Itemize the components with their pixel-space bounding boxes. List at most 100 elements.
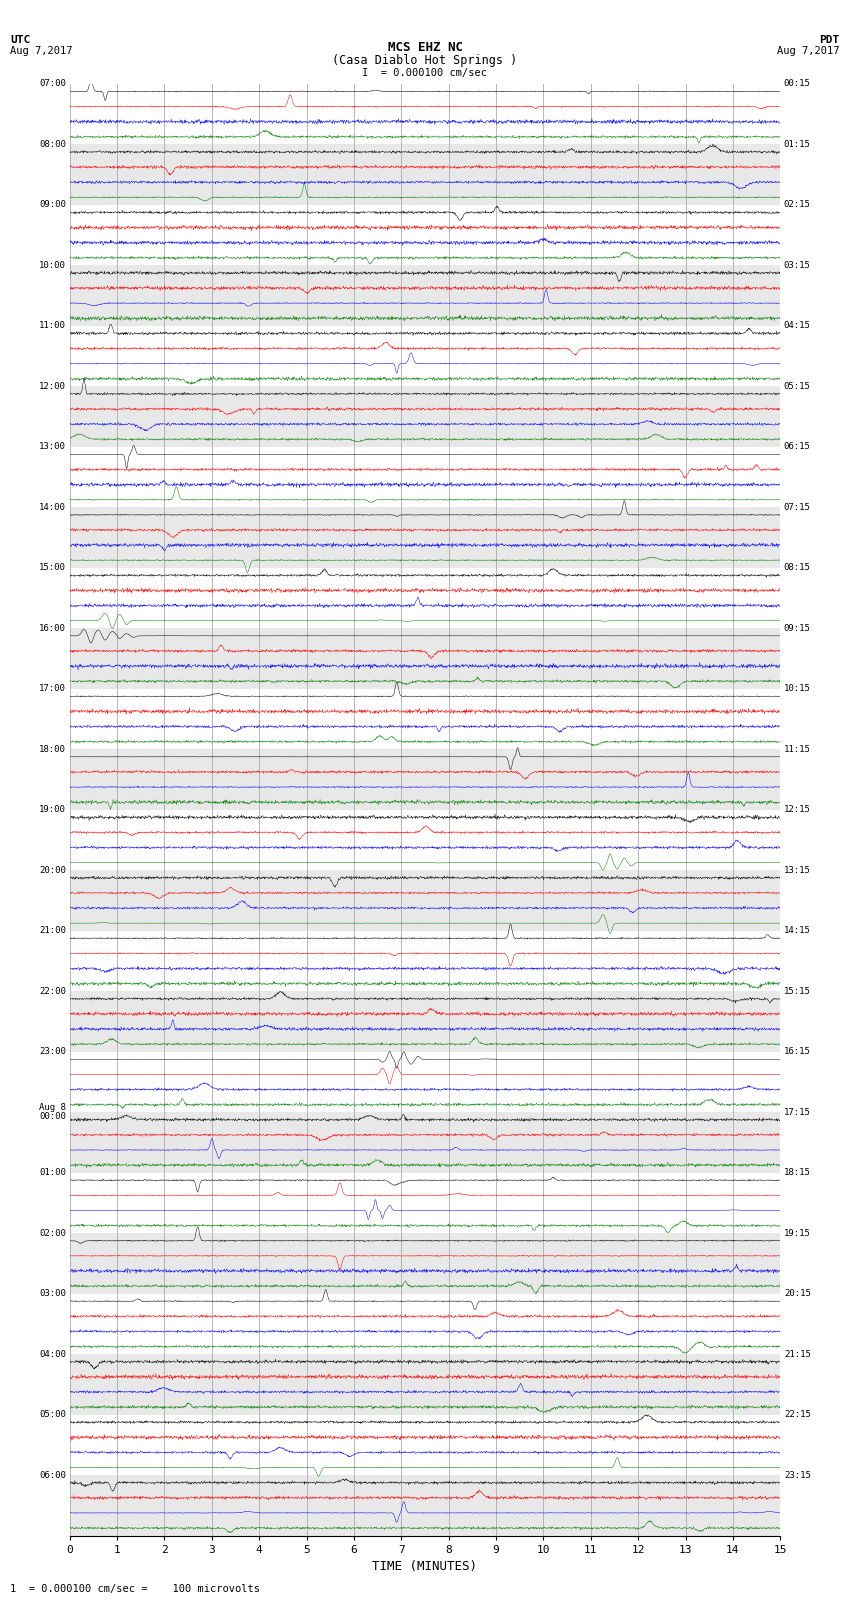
Bar xyxy=(70,1429,780,1445)
Text: 16:00: 16:00 xyxy=(39,624,66,632)
Bar xyxy=(70,129,780,145)
Bar xyxy=(70,326,780,340)
Bar xyxy=(70,1203,780,1218)
Bar xyxy=(70,568,780,582)
Text: 20:00: 20:00 xyxy=(39,866,66,874)
Text: 01:00: 01:00 xyxy=(39,1168,66,1177)
Bar xyxy=(70,1355,780,1369)
Text: 14:15: 14:15 xyxy=(784,926,811,936)
Bar xyxy=(70,1445,780,1460)
Bar xyxy=(70,1521,780,1536)
Bar xyxy=(70,506,780,523)
Bar xyxy=(70,1279,780,1294)
Bar xyxy=(70,115,780,129)
Text: 16:15: 16:15 xyxy=(784,1047,811,1057)
Text: 11:00: 11:00 xyxy=(39,321,66,331)
Bar xyxy=(70,235,780,250)
Bar xyxy=(70,719,780,734)
Bar xyxy=(70,1324,780,1339)
Bar xyxy=(70,98,780,115)
Text: 15:00: 15:00 xyxy=(39,563,66,573)
Bar xyxy=(70,190,780,205)
Text: 03:00: 03:00 xyxy=(39,1289,66,1298)
Bar xyxy=(70,945,780,961)
Bar xyxy=(70,674,780,689)
Text: 23:00: 23:00 xyxy=(39,1047,66,1057)
Bar xyxy=(70,1007,780,1021)
Bar xyxy=(70,1021,780,1037)
Bar xyxy=(70,281,780,295)
Bar xyxy=(70,1082,780,1097)
Bar xyxy=(70,1248,780,1263)
Bar xyxy=(70,432,780,447)
Bar xyxy=(70,1127,780,1142)
Bar xyxy=(70,871,780,886)
Text: 06:00: 06:00 xyxy=(39,1471,66,1479)
Text: 12:00: 12:00 xyxy=(39,382,66,390)
Bar xyxy=(70,265,780,281)
Text: 10:00: 10:00 xyxy=(39,261,66,269)
Text: 12:15: 12:15 xyxy=(784,805,811,815)
Bar xyxy=(70,734,780,748)
Bar xyxy=(70,219,780,235)
Bar xyxy=(70,250,780,266)
Text: Aug 8
00:00: Aug 8 00:00 xyxy=(39,1103,66,1121)
Bar xyxy=(70,160,780,174)
Bar xyxy=(70,1037,780,1052)
Bar xyxy=(70,340,780,356)
Bar xyxy=(70,1187,780,1203)
Bar xyxy=(70,598,780,613)
Bar xyxy=(70,765,780,779)
Bar xyxy=(70,402,780,416)
Bar xyxy=(70,387,780,402)
Bar xyxy=(70,886,780,900)
Text: 03:15: 03:15 xyxy=(784,261,811,269)
X-axis label: TIME (MINUTES): TIME (MINUTES) xyxy=(372,1560,478,1573)
Text: 09:00: 09:00 xyxy=(39,200,66,210)
Text: 18:15: 18:15 xyxy=(784,1168,811,1177)
Text: 22:15: 22:15 xyxy=(784,1410,811,1419)
Text: 10:15: 10:15 xyxy=(784,684,811,694)
Bar xyxy=(70,824,780,840)
Text: 01:15: 01:15 xyxy=(784,140,811,148)
Bar xyxy=(70,1490,780,1505)
Bar xyxy=(70,1308,780,1324)
Text: 21:00: 21:00 xyxy=(39,926,66,936)
Bar xyxy=(70,1113,780,1127)
Text: 13:15: 13:15 xyxy=(784,866,811,874)
Bar xyxy=(70,779,780,795)
Bar xyxy=(70,916,780,931)
Bar xyxy=(70,461,780,477)
Bar xyxy=(70,810,780,824)
Bar xyxy=(70,295,780,311)
Text: 08:00: 08:00 xyxy=(39,140,66,148)
Bar xyxy=(70,356,780,371)
Bar xyxy=(70,145,780,160)
Bar xyxy=(70,976,780,990)
Text: 07:00: 07:00 xyxy=(39,79,66,89)
Text: 18:00: 18:00 xyxy=(39,745,66,753)
Bar xyxy=(70,477,780,492)
Text: 23:15: 23:15 xyxy=(784,1471,811,1479)
Text: 19:00: 19:00 xyxy=(39,805,66,815)
Bar xyxy=(70,1232,780,1248)
Bar xyxy=(70,1173,780,1187)
Bar xyxy=(70,1339,780,1355)
Bar xyxy=(70,900,780,916)
Bar xyxy=(70,311,780,326)
Bar xyxy=(70,1400,780,1415)
Text: 05:00: 05:00 xyxy=(39,1410,66,1419)
Bar xyxy=(70,1052,780,1066)
Bar xyxy=(70,703,780,719)
Bar xyxy=(70,1505,780,1521)
Bar xyxy=(70,1263,780,1279)
Bar xyxy=(70,537,780,553)
Text: 05:15: 05:15 xyxy=(784,382,811,390)
Bar xyxy=(70,1460,780,1474)
Text: MCS EHZ NC: MCS EHZ NC xyxy=(388,40,462,55)
Bar xyxy=(70,582,780,598)
Text: 07:15: 07:15 xyxy=(784,503,811,511)
Text: PDT: PDT xyxy=(819,35,840,45)
Bar xyxy=(70,855,780,871)
Text: 06:15: 06:15 xyxy=(784,442,811,452)
